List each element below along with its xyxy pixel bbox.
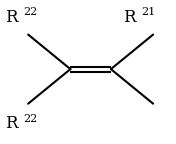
Text: 21: 21 (141, 7, 155, 17)
Text: 22: 22 (23, 7, 37, 17)
Text: R: R (5, 9, 18, 26)
Text: R: R (123, 9, 136, 26)
Text: R: R (5, 115, 18, 132)
Text: 22: 22 (23, 114, 37, 124)
